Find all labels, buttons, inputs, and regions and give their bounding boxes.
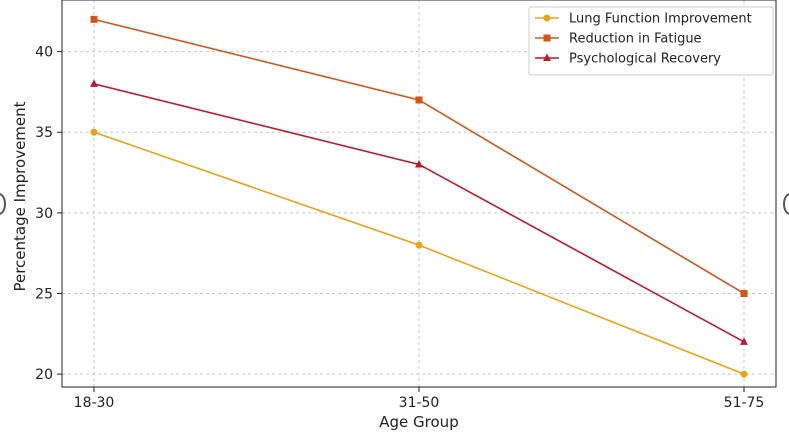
data-point-square xyxy=(90,15,98,23)
legend-label: Psychological Recovery xyxy=(569,52,721,67)
data-point-circle xyxy=(740,370,748,378)
series-reduction-in-fatigue xyxy=(90,15,748,297)
legend-box xyxy=(528,6,774,76)
data-point-triangle xyxy=(90,79,98,87)
data-point-triangle xyxy=(740,337,748,345)
x-tick-label: 18-30 xyxy=(74,395,115,411)
data-point-square xyxy=(543,34,551,42)
series-psychological-recovery xyxy=(90,79,748,345)
data-point-circle xyxy=(90,128,98,136)
data-point-circle xyxy=(543,14,551,22)
y-axis-ticks: 20 25 30 35 40 xyxy=(35,45,62,383)
legend-item: Reduction in Fatigue xyxy=(535,32,702,47)
data-point-triangle xyxy=(543,53,551,61)
data-point-square xyxy=(415,96,423,104)
x-tick-label: 51-75 xyxy=(724,395,765,411)
y-tick-label: 35 xyxy=(35,125,53,141)
x-axis-label: Age Group xyxy=(379,413,458,431)
x-tick-label: 31-50 xyxy=(399,395,440,411)
y-tick-label: 40 xyxy=(35,45,53,61)
data-point-circle xyxy=(415,241,423,249)
y-tick-label: 25 xyxy=(35,286,53,302)
legend-item: Psychological Recovery xyxy=(535,52,721,67)
y-tick-label: 30 xyxy=(35,206,53,222)
legend-label: Lung Function Improvement xyxy=(569,12,752,27)
legend-item: Lung Function Improvement xyxy=(535,12,752,27)
legend-label: Reduction in Fatigue xyxy=(569,32,702,47)
data-point-square xyxy=(740,289,748,297)
legend: Lung Function Improvement Reduction in Fa… xyxy=(528,6,774,76)
x-axis-ticks: 18-30 31-50 51-75 xyxy=(74,387,765,411)
series-layer xyxy=(90,15,748,378)
y-tick-label: 20 xyxy=(35,367,53,383)
data-point-triangle xyxy=(415,159,423,168)
y-axis-label: Percentage Improvement xyxy=(11,101,29,291)
series-lung-function-improvement xyxy=(90,128,748,378)
